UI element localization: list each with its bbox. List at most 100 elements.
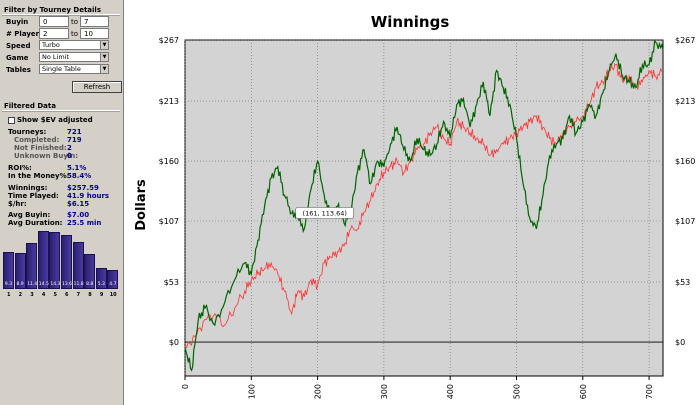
histogram-bar: 5.3 bbox=[95, 267, 107, 289]
histogram-bar-value: 11.8 bbox=[73, 282, 84, 287]
histogram-bar-value: 14.3 bbox=[50, 282, 61, 287]
histogram-bar: 11.8 bbox=[72, 241, 84, 289]
histogram-bar-value: 9.3 bbox=[4, 282, 13, 287]
histogram-bar: 13.6 bbox=[61, 234, 73, 289]
histogram-bar: 9.3 bbox=[3, 251, 14, 289]
show-ev-label: Show $EV adjusted bbox=[17, 116, 93, 124]
avg-duration-value: 25.5 min bbox=[67, 219, 102, 227]
players-to-label: to bbox=[71, 30, 79, 38]
filtered-divider bbox=[2, 110, 120, 112]
avg-buyin-label: Avg Buyin: bbox=[8, 211, 51, 219]
histogram-position-label: 8 bbox=[88, 292, 92, 298]
rate-value: $6.15 bbox=[67, 200, 90, 208]
completed-value: 719 bbox=[67, 136, 82, 144]
speed-select[interactable]: Turbo ▼ bbox=[39, 40, 109, 50]
game-value: No Limit bbox=[42, 53, 70, 61]
speed-label: Speed bbox=[6, 42, 31, 50]
histogram-position-label: 3 bbox=[30, 292, 34, 298]
time-played-label: Time Played: bbox=[8, 192, 59, 200]
dropdown-arrow-icon[interactable]: ▼ bbox=[100, 41, 108, 49]
chart-title: Winnings bbox=[371, 13, 450, 31]
histogram-position-label: 10 bbox=[109, 292, 117, 298]
itm-value: 58.4% bbox=[67, 172, 92, 180]
histogram-bar-value: 14.5 bbox=[38, 282, 49, 287]
y-tick-label-left: $53 bbox=[164, 278, 179, 287]
time-played-value: 41.9 hours bbox=[67, 192, 110, 200]
histogram-bar-value: 11.4 bbox=[27, 282, 38, 287]
filter-panel: Filter by Tourney Details Buyin 0 to 7 #… bbox=[0, 0, 124, 405]
plot-area bbox=[184, 39, 664, 377]
winnings-chart-area: Winnings Dollars 0 100 200 300 400 500 600 700 $… bbox=[125, 0, 700, 405]
rate-label: $/hr: bbox=[8, 200, 27, 208]
unknown-buyin-value: 0 bbox=[67, 152, 72, 160]
y-tick-label-left: $107 bbox=[159, 217, 179, 226]
tables-value: Single Table bbox=[42, 65, 81, 73]
tables-select[interactable]: Single Table ▼ bbox=[39, 64, 109, 74]
y-tick-label-right: $267 bbox=[675, 36, 695, 45]
roi-value: 5.1% bbox=[67, 164, 87, 172]
tourneys-value: 721 bbox=[67, 128, 82, 136]
avg-duration-label: Avg Duration: bbox=[8, 219, 63, 227]
histogram-position-label: 1 bbox=[7, 292, 11, 298]
winnings-chart: Winnings Dollars 0 100 200 300 400 500 600 700 $… bbox=[134, 13, 695, 399]
x-tick-label: 300 bbox=[380, 384, 389, 399]
y-tick-label-right: $160 bbox=[675, 157, 695, 166]
filter-title: Filter by Tourney Details bbox=[4, 6, 101, 14]
dropdown-arrow-icon[interactable]: ▼ bbox=[100, 53, 108, 61]
histogram-bar-value: 5.3 bbox=[97, 282, 105, 287]
refresh-button[interactable]: Refresh bbox=[72, 81, 122, 93]
dropdown-arrow-icon[interactable]: ▼ bbox=[100, 65, 108, 73]
not-finished-value: 2 bbox=[67, 144, 72, 152]
y-tick-label-left: $160 bbox=[159, 157, 179, 166]
histogram-bar: 8.8 bbox=[84, 253, 96, 289]
filtered-data-title: Filtered Data bbox=[4, 102, 56, 110]
histogram-bar-value: 8.8 bbox=[86, 282, 94, 287]
histogram-bar-value: 13.6 bbox=[62, 282, 73, 287]
x-tick-label: 0 bbox=[181, 384, 190, 389]
histogram-bar-value: 4.7 bbox=[109, 282, 117, 287]
avg-buyin-value: $7.00 bbox=[67, 211, 90, 219]
histogram-position-label: 5 bbox=[53, 292, 57, 298]
histogram-position-label: 7 bbox=[76, 292, 81, 298]
y-tick-label-right: $53 bbox=[675, 278, 690, 287]
histogram-bar: 11.4 bbox=[26, 243, 37, 289]
y-tick-label-left: $213 bbox=[159, 97, 179, 106]
x-tick-label: 700 bbox=[645, 384, 654, 399]
histogram-bar: 4.7 bbox=[107, 270, 119, 289]
buyin-from-input[interactable]: 0 bbox=[39, 16, 69, 27]
histogram-position-label: 4 bbox=[41, 292, 46, 298]
x-tick-label: 400 bbox=[446, 384, 455, 399]
not-finished-label: Not Finished: bbox=[14, 144, 67, 152]
winnings-label: Winnings: bbox=[8, 184, 48, 192]
x-tick-label: 200 bbox=[314, 384, 323, 399]
histogram-position-label: 2 bbox=[18, 292, 23, 298]
histogram-bar: 8.9 bbox=[14, 253, 26, 289]
completed-label: Completed: bbox=[14, 136, 60, 144]
tourneys-label: Tourneys: bbox=[8, 128, 47, 136]
histogram-position-label: 9 bbox=[99, 292, 104, 298]
y-tick-label-left: $0 bbox=[169, 338, 179, 347]
histogram-bar: 14.3 bbox=[49, 231, 61, 289]
players-to-input[interactable]: 10 bbox=[80, 28, 109, 39]
finish-position-histogram: 9.3 1 8.9 2 11.4 3 14.5 4 14.3 5 13.6 6 11.8 7 8.8 8 5.3… bbox=[3, 228, 121, 298]
show-ev-checkbox[interactable] bbox=[8, 117, 15, 124]
itm-label: In the Money%: bbox=[8, 172, 70, 180]
histogram-position-label: 6 bbox=[65, 292, 69, 298]
histogram-bar: 14.5 bbox=[37, 231, 49, 289]
buyin-label: Buyin bbox=[6, 18, 29, 26]
x-tick-label: 600 bbox=[579, 384, 588, 399]
y-tick-label-right: $213 bbox=[675, 97, 695, 106]
game-label: Game bbox=[6, 54, 29, 62]
x-tick-label: 500 bbox=[512, 384, 521, 399]
players-label: # Players bbox=[6, 30, 44, 38]
game-select[interactable]: No Limit ▼ bbox=[39, 52, 109, 62]
speed-value: Turbo bbox=[42, 41, 60, 49]
y-axis-label: Dollars bbox=[134, 179, 149, 231]
winnings-value: $257.59 bbox=[67, 184, 99, 192]
unknown-buyin-label: Unknown Buyin: bbox=[14, 152, 79, 160]
buyin-to-label: to bbox=[71, 18, 79, 26]
tables-label: Tables bbox=[6, 66, 31, 74]
buyin-to-input[interactable]: 7 bbox=[80, 16, 109, 27]
players-from-input[interactable]: 2 bbox=[39, 28, 69, 39]
data-tooltip-text: (161, 113.64) bbox=[303, 209, 347, 217]
